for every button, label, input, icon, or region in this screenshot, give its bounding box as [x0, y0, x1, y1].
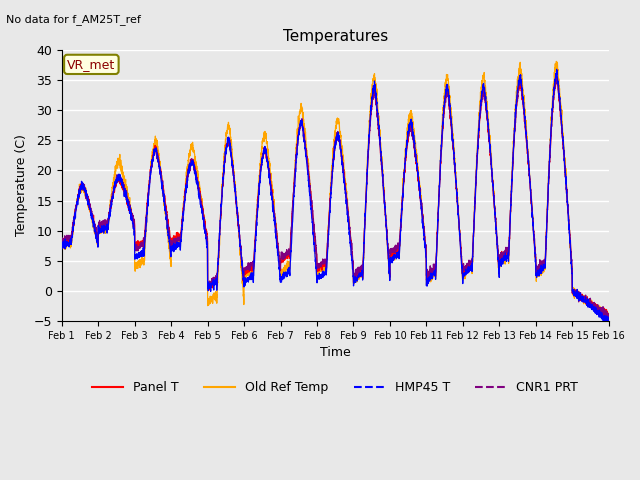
Y-axis label: Temperature (C): Temperature (C): [15, 134, 28, 237]
Legend: Panel T, Old Ref Temp, HMP45 T, CNR1 PRT: Panel T, Old Ref Temp, HMP45 T, CNR1 PRT: [87, 376, 583, 399]
X-axis label: Time: Time: [320, 347, 351, 360]
Text: No data for f_AM25T_ref: No data for f_AM25T_ref: [6, 14, 141, 25]
Text: VR_met: VR_met: [67, 58, 115, 71]
Title: Temperatures: Temperatures: [283, 29, 388, 44]
